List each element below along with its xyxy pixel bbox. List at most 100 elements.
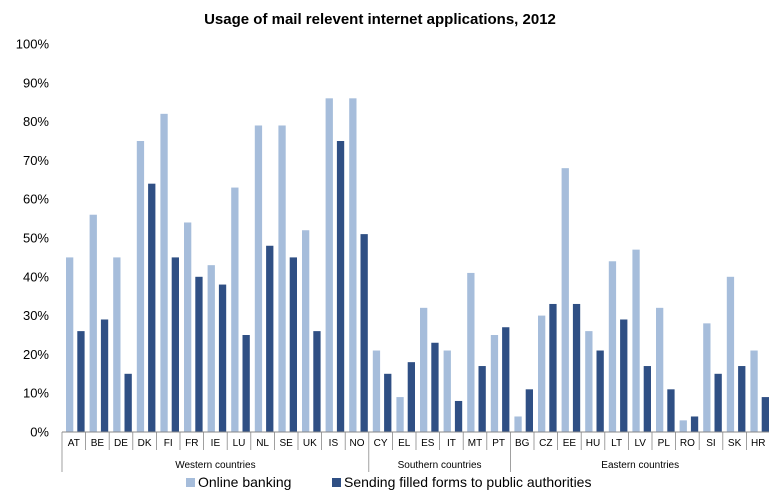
x-category-label: HU [586, 438, 600, 449]
y-tick-label: 60% [23, 192, 49, 207]
y-tick-label: 90% [23, 75, 49, 90]
legend: Online banking Sending filled forms to pu… [186, 474, 591, 490]
bar-online-banking-pl [656, 307, 664, 432]
bar-online-banking-uk [302, 230, 310, 432]
bar-online-banking-dk [136, 141, 145, 432]
y-tick-label: 40% [23, 269, 49, 284]
bar-online-banking-si [703, 323, 711, 432]
legend-swatch [332, 478, 341, 487]
x-category-label: RO [680, 438, 695, 449]
bar-online-banking-mt [467, 272, 475, 432]
chart-title: Usage of mail relevent internet applicat… [204, 11, 556, 28]
bar-online-banking-cy [372, 350, 381, 432]
bar-online-banking-be [89, 214, 97, 432]
x-category-label: BG [515, 438, 530, 449]
x-category-label: IS [329, 438, 339, 449]
y-tick-label: 10% [23, 386, 49, 401]
bar-sending-forms-fi [171, 257, 179, 432]
bar-sending-forms-it [454, 400, 463, 432]
bar-sending-forms-lv [643, 366, 651, 432]
bar-sending-forms-no [360, 234, 368, 432]
bar-online-banking-lu [231, 187, 239, 432]
x-category-label: UK [303, 438, 317, 449]
bar-sending-forms-pl [667, 389, 675, 432]
bar-online-banking-nl [254, 125, 263, 432]
x-category-label: SI [706, 438, 715, 449]
bar-sending-forms-be [100, 319, 109, 432]
x-category-label: FI [164, 438, 173, 449]
x-category-label: IE [211, 438, 221, 449]
x-category-label: BE [91, 438, 105, 449]
bar-online-banking-ee [561, 168, 569, 432]
bar-sending-forms-se [289, 257, 297, 432]
bar-sending-forms-lt [620, 319, 628, 432]
bar-online-banking-hr [750, 350, 758, 432]
y-tick-label: 20% [23, 347, 49, 362]
bar-sending-forms-hu [596, 350, 604, 432]
bar-online-banking-bg [514, 416, 522, 432]
y-tick-label: 50% [23, 231, 49, 246]
bar-sending-forms-hr [761, 397, 769, 432]
x-category-label: EE [563, 438, 577, 449]
x-category-label: PT [492, 438, 505, 449]
x-category-label: IT [447, 438, 456, 449]
y-tick-label: 0% [30, 425, 49, 440]
bar-sending-forms-at [77, 331, 85, 432]
bar-sending-forms-pt [502, 327, 510, 432]
y-tick-label: 80% [23, 114, 49, 129]
bar-sending-forms-nl [266, 245, 274, 432]
x-category-label: SK [728, 438, 742, 449]
bar-online-banking-cz [538, 315, 546, 432]
bar-online-banking-es [420, 307, 428, 432]
y-tick-label: 100% [16, 37, 50, 52]
x-group-label: Southern countries [398, 460, 482, 471]
x-category-label: DK [138, 438, 152, 449]
x-category-label: AT [68, 438, 80, 449]
bar-sending-forms-es [431, 342, 439, 432]
legend-label: Sending filled forms to public authoriti… [344, 474, 591, 490]
bar-sending-forms-ee [572, 303, 581, 432]
bar-online-banking-hu [585, 331, 593, 432]
x-category-label: FR [185, 438, 198, 449]
bar-sending-forms-ie [218, 284, 227, 432]
bar-online-banking-lt [608, 261, 617, 432]
x-category-label: ES [421, 438, 435, 449]
bar-online-banking-no [349, 98, 357, 432]
x-category-label: LU [233, 438, 246, 449]
x-category-label: SE [280, 438, 294, 449]
bar-online-banking-sk [726, 276, 735, 432]
bar-sending-forms-dk [148, 183, 156, 432]
bar-sending-forms-fr [195, 276, 203, 432]
bar-online-banking-el [396, 397, 404, 432]
bar-sending-forms-si [714, 373, 722, 432]
x-category-label: DE [114, 438, 128, 449]
bar-online-banking-lv [632, 249, 640, 432]
bar-sending-forms-sk [738, 366, 746, 432]
x-category-label: NO [350, 438, 365, 449]
bar-sending-forms-is [336, 141, 345, 432]
bar-online-banking-pt [490, 335, 499, 432]
x-category-label: CZ [539, 438, 552, 449]
x-category-label: CY [374, 438, 388, 449]
x-category-label: MT [468, 438, 482, 449]
bar-online-banking-ro [679, 420, 687, 432]
bar-online-banking-se [278, 125, 286, 432]
y-tick-label: 70% [23, 153, 49, 168]
bars-layer [66, 98, 769, 432]
x-category-label: LV [634, 438, 646, 449]
x-category-label: NL [256, 438, 269, 449]
bar-sending-forms-ro [690, 416, 699, 432]
x-group-label: Western countries [175, 460, 255, 471]
bar-online-banking-fr [184, 222, 192, 432]
bar-online-banking-at [66, 257, 74, 432]
bar-online-banking-is [325, 98, 333, 432]
legend-label: Online banking [198, 474, 291, 490]
x-category-label: PL [658, 438, 671, 449]
bar-sending-forms-cz [549, 303, 557, 432]
bar-sending-forms-lu [242, 335, 250, 432]
bar-online-banking-fi [160, 113, 168, 432]
x-category-label: HR [751, 438, 765, 449]
x-axis: AT BE DE DK FI FR IE LU NL SE UK IS NO CY EL ES IT MT PT BG… [61, 431, 769, 472]
legend-swatch [186, 478, 195, 487]
